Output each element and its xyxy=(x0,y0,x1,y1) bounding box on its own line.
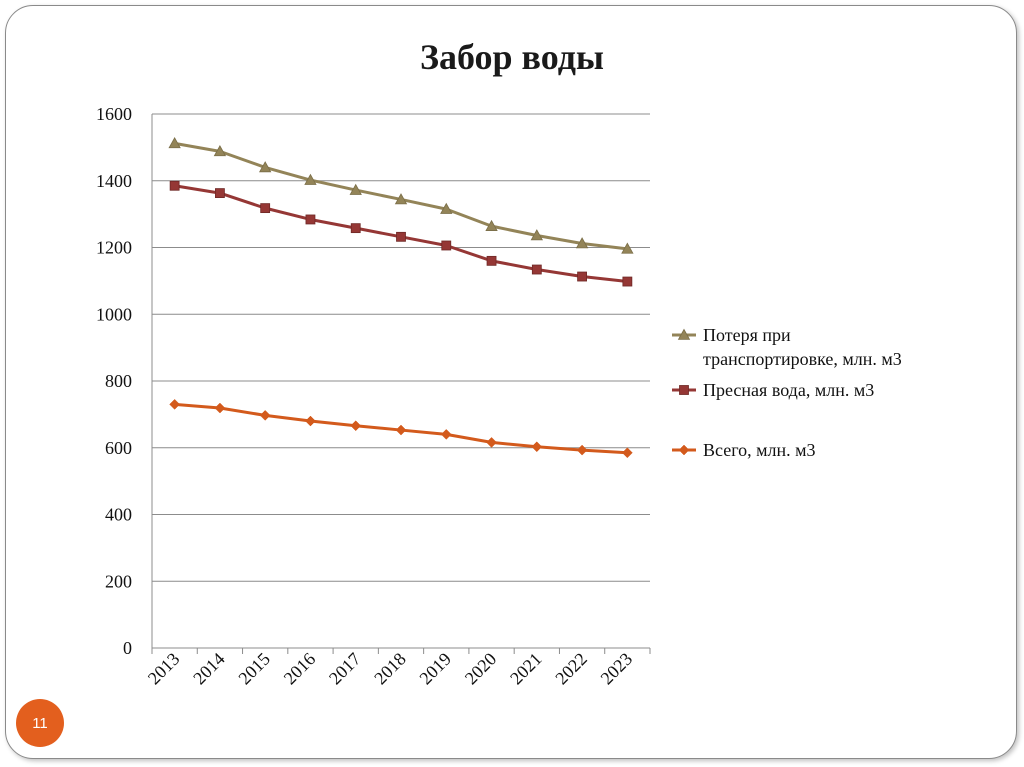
data-point xyxy=(577,271,587,282)
data-point xyxy=(395,424,407,436)
data-point xyxy=(213,145,227,157)
data-point xyxy=(168,137,181,149)
series-1 xyxy=(168,137,634,254)
data-point xyxy=(575,237,589,249)
x-tick-label: 2022 xyxy=(551,649,591,689)
y-tick-label: 800 xyxy=(105,371,132,391)
data-point xyxy=(214,402,226,414)
data-point xyxy=(304,173,317,185)
data-point xyxy=(530,229,543,241)
legend-label: Всего, млн. м3 xyxy=(703,440,816,460)
x-tick-label: 2015 xyxy=(234,649,274,689)
legend-item: Пресная вода, млн. м3 xyxy=(672,380,874,400)
y-tick-label: 400 xyxy=(105,505,132,525)
x-tick-label: 2016 xyxy=(280,649,320,689)
data-point xyxy=(486,255,497,266)
slide-frame xyxy=(5,5,1017,759)
page-title: Забор воды xyxy=(419,37,605,77)
data-point xyxy=(305,214,316,225)
data-point xyxy=(576,444,588,456)
data-point xyxy=(396,231,406,242)
y-tick-label: 1000 xyxy=(96,304,132,324)
grid-layer xyxy=(152,113,650,582)
x-tick-label: 2013 xyxy=(144,649,184,689)
x-tick-label: 2019 xyxy=(416,649,456,689)
data-point xyxy=(440,202,453,214)
data-point xyxy=(259,410,271,421)
data-point xyxy=(349,183,362,195)
x-tick-label: 2020 xyxy=(461,649,501,689)
legend-marker xyxy=(679,385,689,395)
data-point xyxy=(305,415,316,427)
y-tick-label: 0 xyxy=(123,638,132,658)
y-tick-label: 1600 xyxy=(96,104,132,124)
data-point xyxy=(350,420,362,432)
data-point xyxy=(169,399,180,410)
data-point xyxy=(169,180,180,191)
series-layer xyxy=(168,137,634,459)
x-tick-label: 2017 xyxy=(325,649,365,689)
data-point xyxy=(486,437,497,448)
legend-label: Пресная вода, млн. м3 xyxy=(703,380,874,400)
data-point xyxy=(440,429,452,440)
data-point xyxy=(485,219,498,231)
y-tick-label: 600 xyxy=(105,438,132,458)
legend: Потеря при транспортировке, млн. м3 Пресна… xyxy=(672,325,902,460)
data-point xyxy=(531,264,542,275)
data-point xyxy=(350,223,361,234)
x-tick-label: 2023 xyxy=(597,649,637,689)
data-point xyxy=(621,242,634,254)
data-point xyxy=(622,447,633,459)
series-3 xyxy=(169,399,633,459)
legend-item: Потеря при транспортировке, млн. м3 xyxy=(672,325,902,369)
x-tick-label: 2021 xyxy=(506,649,546,689)
data-point xyxy=(622,276,633,287)
y-tick-label: 1200 xyxy=(96,238,132,258)
page-number-badge: 11 xyxy=(16,699,64,747)
x-tick-label: 2014 xyxy=(189,649,229,689)
data-point xyxy=(394,193,408,205)
y-tick-label: 200 xyxy=(105,571,132,591)
data-point xyxy=(259,161,272,173)
legend-label: Потеря при xyxy=(703,325,791,345)
legend-marker xyxy=(677,328,691,340)
data-point xyxy=(215,188,225,198)
x-tick-label: 2018 xyxy=(370,649,410,689)
series-2 xyxy=(169,180,633,287)
legend-item: Всего, млн. м3 xyxy=(672,440,816,460)
data-point xyxy=(260,203,271,214)
data-point xyxy=(531,441,543,453)
y-tick-label: 1400 xyxy=(96,171,132,191)
legend-marker xyxy=(678,444,690,456)
data-point xyxy=(441,240,452,251)
legend-label: транспортировке, млн. м3 xyxy=(703,349,902,369)
